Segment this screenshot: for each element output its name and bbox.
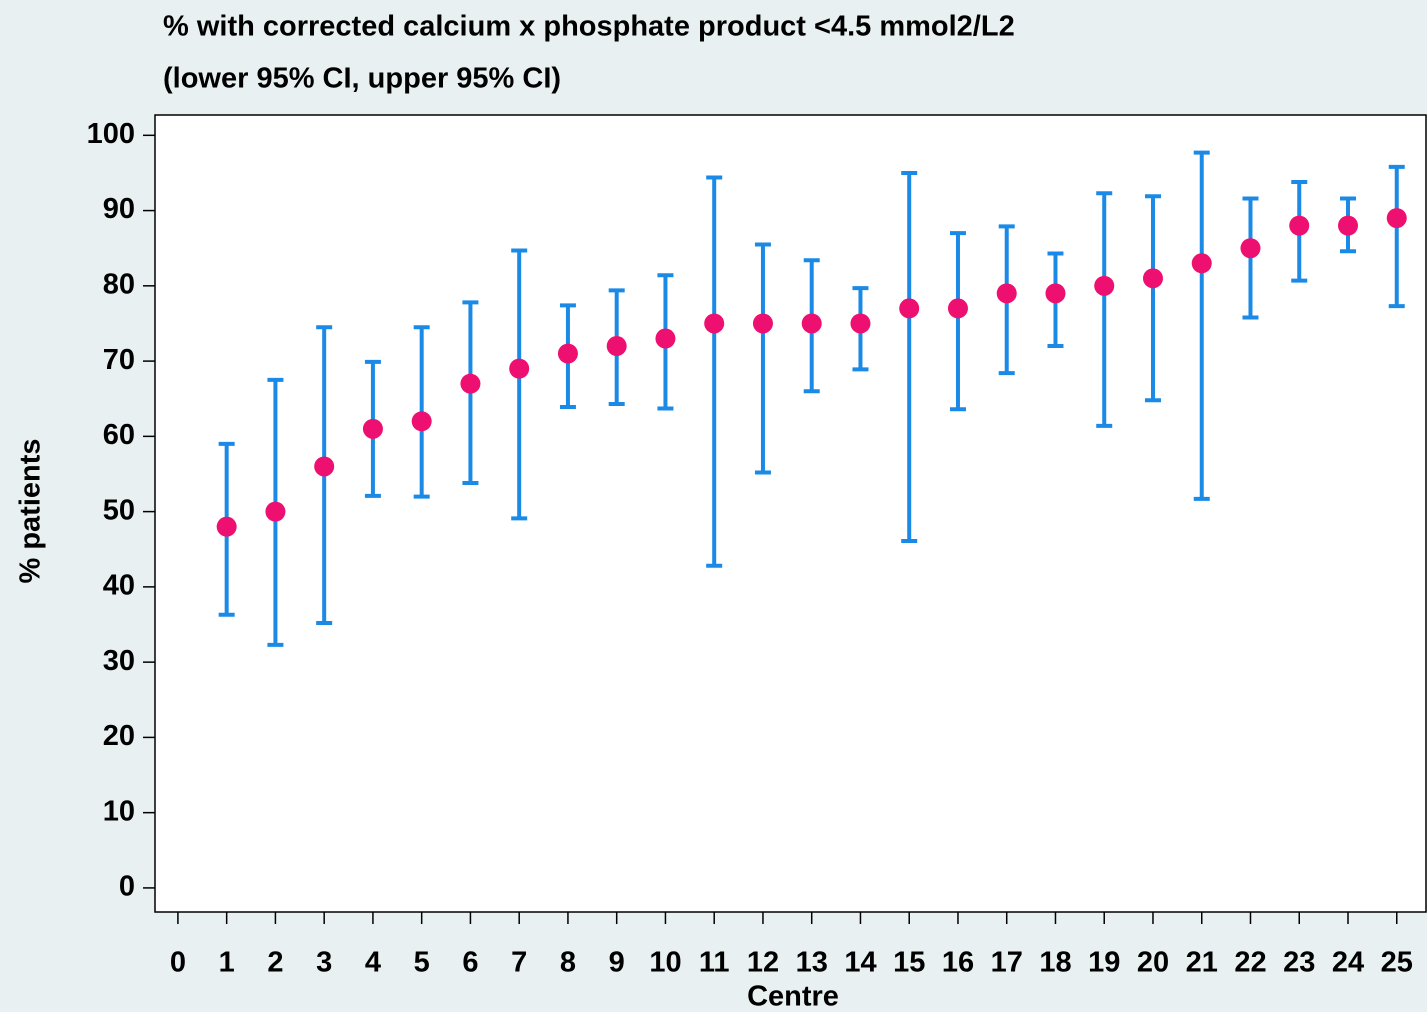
point (1337, 215, 1358, 236)
x-tick-label: 13 (796, 947, 828, 979)
y-tick-label: 30 (103, 645, 135, 677)
point (1045, 283, 1066, 304)
y-tick-label: 40 (103, 570, 135, 602)
x-tick-label: 4 (365, 947, 381, 979)
x-tick-label: 17 (991, 947, 1023, 979)
x-tick-label: 22 (1234, 947, 1266, 979)
y-tick-label: 90 (103, 193, 135, 225)
point (704, 313, 725, 334)
x-tick-label: 19 (1088, 947, 1120, 979)
x-tick-label: 3 (316, 947, 332, 979)
y-tick-label: 10 (103, 795, 135, 827)
point (899, 298, 920, 319)
point (314, 456, 335, 477)
y-axis-label: % patients (15, 438, 47, 583)
x-tick-label: 23 (1283, 947, 1315, 979)
x-tick-label: 10 (649, 947, 681, 979)
x-tick-label: 1 (219, 947, 235, 979)
x-tick-label: 16 (942, 947, 974, 979)
point (1240, 238, 1261, 259)
x-tick-label: 18 (1039, 947, 1071, 979)
y-tick-label: 70 (103, 344, 135, 376)
y-tick-label: 0 (119, 871, 135, 903)
point (996, 283, 1017, 304)
x-tick-label: 5 (414, 947, 430, 979)
x-tick-label: 0 (170, 947, 186, 979)
y-tick-label: 80 (103, 268, 135, 300)
x-tick-label: 8 (560, 947, 576, 979)
point (460, 373, 481, 394)
x-tick-label: 21 (1186, 947, 1218, 979)
point (850, 313, 871, 334)
x-tick-label: 24 (1332, 947, 1364, 979)
chart-title: % with corrected calcium x phosphate pro… (163, 11, 1015, 43)
point (1094, 275, 1115, 296)
x-tick-label: 15 (893, 947, 925, 979)
point (752, 313, 773, 334)
point (557, 343, 578, 364)
point (1191, 253, 1212, 274)
point (655, 328, 676, 349)
x-tick-label: 9 (609, 947, 625, 979)
point (509, 358, 530, 379)
x-tick-label: 2 (267, 947, 283, 979)
chart-subtitle: (lower 95% CI, upper 95% CI) (163, 63, 561, 95)
x-axis-label: Centre (747, 981, 839, 1012)
point (1289, 215, 1310, 236)
y-tick-label: 20 (103, 720, 135, 752)
point (265, 501, 286, 522)
point (1142, 268, 1163, 289)
x-tick-label: 11 (699, 947, 730, 979)
point (1386, 208, 1407, 229)
x-tick-label: 20 (1137, 947, 1169, 979)
point (606, 336, 627, 357)
x-tick-label: 25 (1381, 947, 1413, 979)
x-tick-label: 6 (462, 947, 478, 979)
y-tick-label: 50 (103, 494, 135, 526)
point (362, 418, 383, 439)
x-tick-label: 14 (844, 947, 876, 979)
x-tick-label: 12 (747, 947, 779, 979)
y-tick-label: 60 (103, 419, 135, 451)
plot-area (154, 114, 1427, 913)
x-tick-label: 7 (511, 947, 527, 979)
y-tick-label: 100 (87, 118, 135, 150)
point (216, 516, 237, 537)
point (801, 313, 822, 334)
point (947, 298, 968, 319)
point (411, 411, 432, 432)
